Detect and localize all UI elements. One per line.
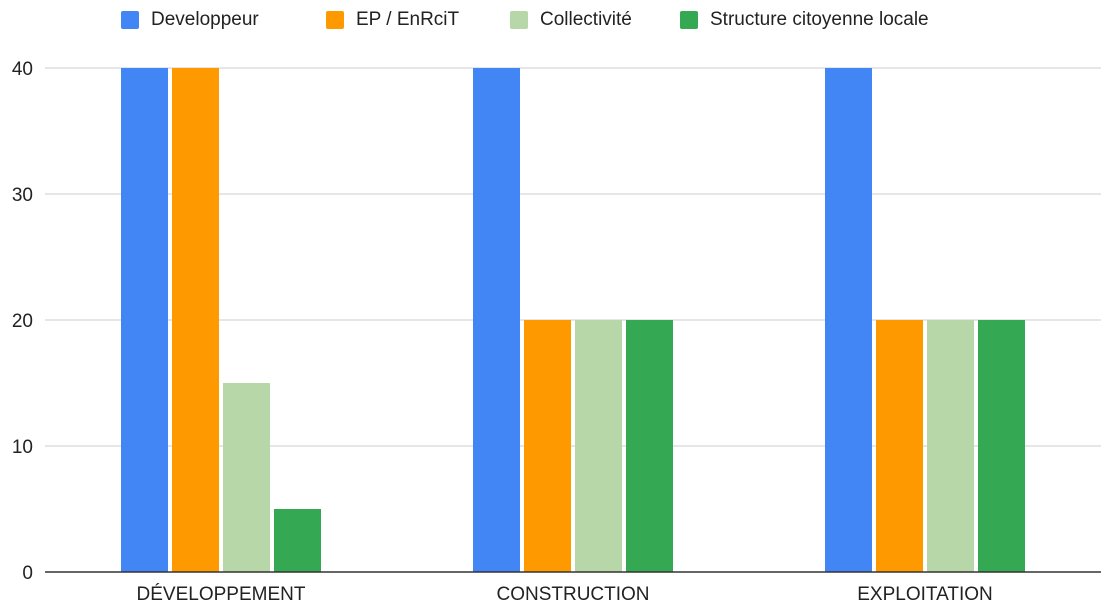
legend-swatch-collectivite [510,11,528,29]
legend-label-ep-enrcit: EP / EnRciT [356,9,460,30]
bar-2-3 [978,320,1025,572]
bar-1-1 [524,320,571,572]
bar-2-2 [927,320,974,572]
x-category-label-2: EXPLOITATION [857,584,993,604]
bar-1-0 [473,68,520,572]
y-tick-label-20: 20 [12,311,33,332]
legend-item-developpeur: Developpeur [121,6,259,34]
bar-1-3 [626,320,673,572]
legend-label-structure-citoyenne: Structure citoyenne locale [710,9,929,30]
y-tick-label-10: 10 [12,437,33,458]
legend-item-ep-enrcit: EP / EnRciT [326,6,459,34]
bar-0-3 [274,509,321,572]
y-tick-label-30: 30 [12,185,33,206]
legend-swatch-structure-citoyenne [680,11,698,29]
x-category-label-1: CONSTRUCTION [496,584,649,604]
bar-0-1 [172,68,219,572]
legend-item-collectivite: Collectivité [510,6,632,34]
y-tick-label-0: 0 [22,563,33,584]
bar-2-0 [825,68,872,572]
legend-label-collectivite: Collectivité [540,9,632,30]
bar-2-1 [876,320,923,572]
legend-item-structure-citoyenne: Structure citoyenne locale [680,6,929,34]
bar-1-2 [575,320,622,572]
bar-0-2 [223,383,270,572]
chart-legend: Developpeur EP / EnRciT Collectivité Str… [0,6,1101,34]
legend-swatch-ep-enrcit [326,11,344,29]
y-tick-label-40: 40 [12,59,33,80]
legend-label-developpeur: Developpeur [151,9,259,30]
bar-0-0 [121,68,168,572]
legend-swatch-developpeur [121,11,139,29]
x-category-label-0: DÉVELOPPEMENT [137,584,306,604]
